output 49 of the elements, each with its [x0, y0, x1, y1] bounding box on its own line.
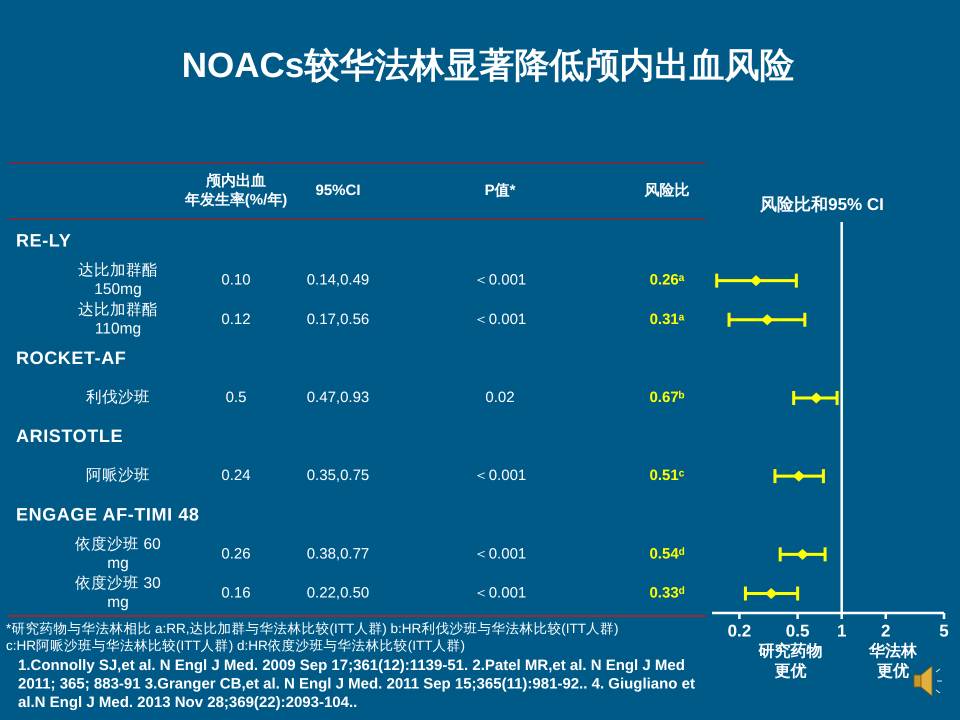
text: ＜0.001: [474, 545, 526, 562]
chart-title: 风险比和95% CI: [759, 195, 884, 214]
x-tick-label: 1: [836, 621, 846, 640]
category-label: ARISTOTLE: [16, 426, 124, 446]
category-label: ENGAGE AF-TIMI 48: [16, 504, 200, 524]
text: 0.14,0.49: [306, 272, 370, 289]
x-tick-label: 0.5: [786, 621, 810, 640]
category-label: 达比加群酯 150mg: [78, 262, 158, 298]
category-label: 95%CI: [315, 182, 361, 199]
category-label: 依度沙班 30 mg: [75, 575, 161, 612]
text: 1.Connolly SJ,et al. N Engl J Med. 2009 Sep 17;361(12):1139-51. 2.Patel MR,et al. N Engl J Med 2011; 365; 883-91 3.Granger CB,et al. N Engl J Med. 2011 Sep 15;365(11):981-92.. 4. Giugliano et al.N Engl J Med. 2013 Nov 28;369(22):2093-104..: [18, 657, 695, 712]
text: 0.16: [221, 584, 251, 602]
text: 0.10: [221, 272, 251, 289]
category-label: 利伐沙班: [86, 389, 150, 406]
text: 0.5: [226, 388, 246, 406]
category-label: RE-LY: [16, 230, 72, 250]
text: 研究药物更优: [758, 642, 823, 680]
text: 0.31ᵃ: [650, 310, 684, 328]
category-label: P值*: [484, 182, 516, 199]
text: 0.26ᵃ: [650, 272, 684, 289]
text: 0.67ᵇ: [649, 388, 685, 406]
text: 华法林更优: [868, 642, 918, 680]
category-label: 风险比: [644, 182, 690, 199]
x-tick-label: 2: [881, 621, 890, 640]
category-label: 颅内出血年发生率(%/年): [184, 172, 288, 208]
text: *研究药物与华法林相比 a:RR,达比加群与华法林比较(ITT人群) b:HR利伐沙班与华法林比较(ITT人群) c:HR阿哌沙班与华法林比较(ITT人群) d:HR依度沙班与华法林比较(ITT人群): [6, 620, 618, 653]
text: 0.02: [485, 388, 515, 406]
category-label: 达比加群酯 110mg: [78, 301, 158, 338]
text: ＜0.001: [474, 310, 526, 328]
text: 0.54ᵈ: [649, 545, 685, 562]
text: 0.47,0.93: [306, 388, 370, 406]
text: NOACs较华法林显著降低颅内出血风险: [182, 46, 794, 86]
category-label: 依度沙班 60 mg: [75, 536, 161, 572]
text: 0.51ᶜ: [650, 467, 684, 484]
x-tick-label: 0.2: [728, 621, 752, 640]
category-label: ROCKET-AF: [16, 348, 126, 368]
text: 0.24: [221, 467, 251, 484]
text: 0.38,0.77: [306, 545, 370, 562]
text: ＜0.001: [474, 584, 526, 602]
text: 0.33ᵈ: [649, 584, 685, 602]
text: 0.26: [221, 545, 251, 562]
text: 0.12: [221, 310, 251, 328]
x-tick-label: 5: [939, 621, 949, 640]
text: 0.35,0.75: [306, 467, 370, 484]
category-label: 阿哌沙班: [86, 467, 150, 484]
text: ＜0.001: [474, 272, 526, 289]
text: ＜0.001: [474, 467, 526, 484]
text: 0.22,0.50: [306, 584, 370, 602]
text: 0.17,0.56: [306, 310, 370, 328]
